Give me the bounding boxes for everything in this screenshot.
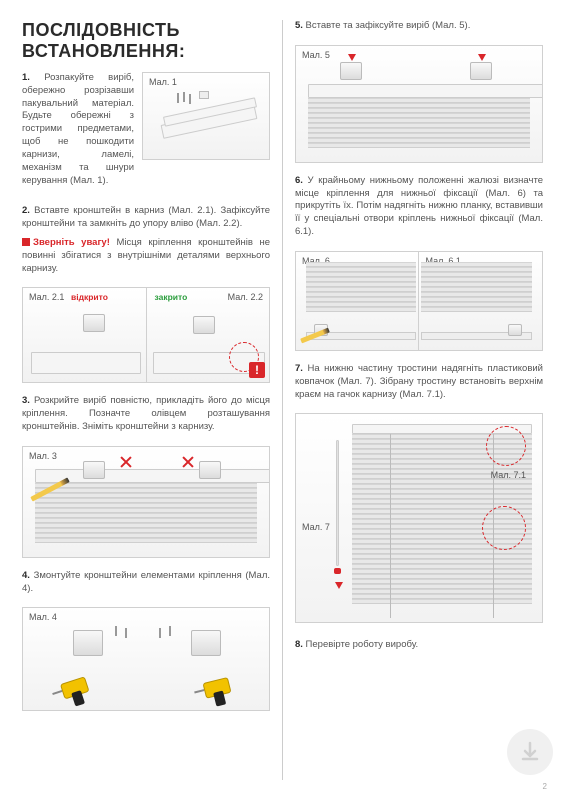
fig-label: Мал. 5 (302, 50, 330, 60)
lower-bracket-6b (508, 324, 522, 336)
step-num: 8. (295, 639, 303, 650)
page-title: ПОСЛІДОВНІСТЬ ВСТАНОВЛЕННЯ: (22, 20, 270, 62)
figure-7: Мал. 7 Мал. 7.1 (295, 413, 543, 623)
arrow-down-icon (348, 54, 356, 61)
page-number: 2 (543, 782, 547, 791)
column-divider (282, 20, 283, 780)
fig-label: Мал. 7.1 (491, 470, 526, 480)
detail-circle-bottom (482, 506, 526, 550)
slats-3 (35, 483, 257, 543)
step-body: Змонтуйте кронштейни елементами кріпленн… (22, 570, 270, 594)
watermark-icon (507, 729, 553, 775)
hardware-bits (177, 91, 221, 103)
step-body: На нижню частину тростини надягніть плас… (295, 363, 543, 400)
cord (390, 434, 391, 618)
right-column: 5. Вставте та зафіксуйте виріб (Мал. 5).… (295, 20, 543, 783)
figure-6-right: Мал. 6.1 (419, 252, 542, 350)
step-4: 4. Змонтуйте кронштейни елементами кріпл… (22, 570, 270, 596)
step-num: 5. (295, 20, 303, 31)
step-num: 7. (295, 363, 303, 374)
step-7: 7. На нижню частину тростини надягніть п… (295, 363, 543, 401)
step-body: Перевірте роботу виробу. (306, 639, 419, 650)
drill-icon (54, 674, 97, 712)
fig-label: Мал. 2.2 (228, 292, 263, 302)
slats-6a (306, 262, 417, 312)
bracket-5a (340, 62, 362, 80)
arrow-down-icon (478, 54, 486, 61)
step-6: 6. У крайньому нижньому положенні жалюзі… (295, 175, 543, 239)
figure-4: Мал. 4 (22, 607, 270, 711)
wand (336, 440, 339, 566)
cornice-5 (308, 84, 543, 98)
wand-cap-icon (334, 568, 341, 574)
open-label: відкрито (71, 292, 108, 302)
step-5: 5. Вставте та зафіксуйте виріб (Мал. 5). (295, 20, 543, 33)
warn-square-icon (22, 238, 30, 246)
slats-5 (308, 98, 530, 148)
step-body: Розпакуйте виріб, обережно розрізавши па… (22, 72, 134, 186)
figure-2: Мал. 2.1 відкрито закрито Мал. 2.2 ! (22, 287, 270, 383)
step-1: 1. Розпакуйте виріб, обережно розрізавши… (22, 72, 270, 193)
figure-3: Мал. 3 (22, 446, 270, 558)
step-2: 2. Вставте кронштейн в карниз (Мал. 2.1)… (22, 205, 270, 231)
arrow-down-icon (335, 582, 343, 589)
page: ПОСЛІДОВНІСТЬ ВСТАНОВЛЕННЯ: 1. Розпакуйт… (0, 0, 565, 799)
fig-label: Мал. 3 (29, 451, 57, 461)
cross-icon (181, 455, 195, 469)
step-num: 2. (22, 205, 30, 216)
left-column: ПОСЛІДОВНІСТЬ ВСТАНОВЛЕННЯ: 1. Розпакуйт… (22, 20, 270, 783)
step-num: 1. (22, 72, 30, 83)
cross-icon (119, 455, 133, 469)
figure-6: Мал. 6 Мал. 6.1 (295, 251, 543, 351)
drill-icon (196, 674, 238, 710)
figure-6-left: Мал. 6 (296, 252, 420, 350)
step-num: 3. (22, 395, 30, 406)
fig-label: Мал. 4 (29, 612, 57, 622)
figure-1: Мал. 1 (142, 72, 270, 160)
figure-2-1: Мал. 2.1 відкрито (23, 288, 147, 382)
step-8: 8. Перевірте роботу виробу. (295, 639, 543, 652)
fig-label: Мал. 2.1 (29, 292, 64, 302)
bracket-4a (73, 630, 103, 656)
bracket-4b (191, 630, 221, 656)
figure-2-2: закрито Мал. 2.2 ! (147, 288, 270, 382)
bracket-3b (199, 461, 221, 479)
step-body: Розкрийте виріб повністю, прикладіть йог… (22, 395, 270, 432)
figure-5: Мал. 5 (295, 45, 543, 163)
cornice-3 (35, 469, 270, 483)
warn-label: Зверніть увагу! (33, 237, 110, 248)
bracket-open (83, 314, 105, 332)
step-3: 3. Розкрийте виріб повністю, прикладіть … (22, 395, 270, 433)
bracket-5b (470, 62, 492, 80)
warn-icon: ! (249, 362, 265, 378)
fig-label: Мал. 1 (149, 77, 177, 87)
step-body: Вставте та зафіксуйте виріб (Мал. 5). (306, 20, 471, 31)
step-num: 4. (22, 570, 30, 581)
cornice-open (31, 352, 141, 374)
step-2-warn: Зверніть увагу! Місця кріплення кронштей… (22, 237, 270, 275)
closed-label: закрито (155, 292, 188, 302)
step-body: У крайньому нижньому положенні жалюзі ви… (295, 175, 543, 237)
bracket-closed (193, 316, 215, 334)
step-num: 6. (295, 175, 303, 186)
step-1-text: 1. Розпакуйте виріб, обережно розрізавши… (22, 72, 134, 187)
bracket-3a (83, 461, 105, 479)
slats-6b (421, 262, 532, 312)
step-body: Вставте кронштейн в карниз (Мал. 2.1). З… (22, 205, 270, 229)
fig-label: Мал. 7 (302, 522, 330, 532)
